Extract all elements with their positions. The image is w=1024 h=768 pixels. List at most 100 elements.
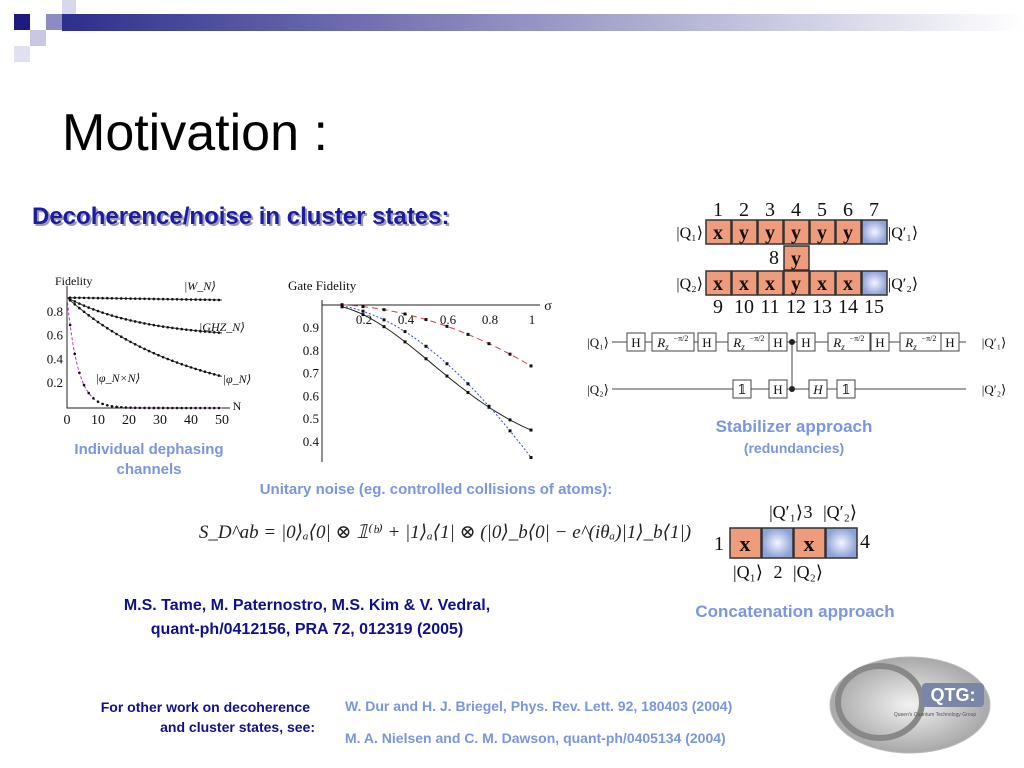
cluster-cell [783,245,810,271]
curve-dot [194,298,197,301]
cluster-cell [731,270,758,296]
curve [341,306,532,431]
curve-dot [208,371,211,375]
cluster-cell-label: y [817,222,827,244]
curve-dot [466,332,470,336]
qubit-label: |Q′₂⟩ [888,276,918,293]
axis-label: Fidelity [55,274,92,288]
deco-square [14,46,30,62]
curve-dot [101,402,104,406]
node-number: 1 [713,199,723,221]
subtitle-shadow: Decoherence/noise in cluster states: [34,205,452,232]
note: For other work on decoherence [101,699,310,715]
gate-label: Rz [656,335,669,352]
axis-label: Gate Fidelity [288,278,357,293]
caption: Unitary noise (eg. controlled collisions… [260,481,613,498]
curve-dot [382,308,386,312]
curve-dot [508,429,512,433]
curve-dot [203,370,207,374]
curve-dot [171,359,174,363]
reference: M.S. Tame, M. Paternostro, M.S. Kim & V.… [124,597,490,614]
node-number: 3 [765,199,775,221]
curve-dot [101,323,104,327]
node-number: 7 [869,199,879,221]
cluster-cell [731,219,758,245]
curve-dot [157,353,160,357]
qubit-label: |Q₁⟩ [587,335,609,350]
node-number: 5 [817,199,827,221]
curve-dot [166,357,170,361]
curve-dot [143,406,146,410]
gate [651,332,695,352]
qubit-label: |Q′₁⟩ [769,502,803,522]
cluster-cell [783,270,810,296]
curve-dot [189,298,193,301]
curve-dot [161,325,165,328]
curve-dot [138,345,142,348]
gate-label: H [773,335,782,350]
axis-label: σ [544,299,552,314]
y-tick-label: 0.4 [47,351,64,366]
curve-dot [87,391,90,395]
curve-dot [199,329,202,333]
x-tick-label: 20 [122,413,136,428]
reference: M. A. Nielsen and C. M. Dawson, quant-ph… [345,730,726,746]
curve-dot [106,404,109,407]
curve-dot [119,405,123,409]
curve-dot [157,297,160,301]
cluster-cell [809,219,836,245]
x-tick-label: 30 [153,413,167,428]
curve [66,297,222,409]
curve-dot [403,340,407,344]
curve-dot [466,382,470,386]
curve-dot [171,297,174,301]
curve-dot [166,325,170,329]
curve-dot [445,324,449,328]
curve-dot [106,326,109,330]
curve-dot [508,352,512,356]
curve-dot [110,314,114,317]
gate-label: H [812,382,823,397]
concat-cell [729,527,762,559]
x-tick-label: 0.4 [398,312,415,327]
cluster-cell-label: y [791,273,801,295]
curve-dot [175,406,179,410]
gate-label: z [912,342,917,352]
curve-dot [403,330,407,334]
curve-dot [152,351,156,355]
curve-dot [361,309,365,313]
reference: W. Dur and H. J. Briegel, Phys. Rev. Let… [345,698,732,714]
curve-dot [466,391,470,395]
qubit-label: |Q₂⟩ [793,562,823,582]
curve-dot [152,323,156,327]
gate-label: R [832,335,841,350]
curve-dot [217,298,221,302]
curve-dot [445,374,449,378]
cluster-cell-label: y [739,222,749,244]
curve-dot [203,298,207,302]
node-number: 10 [734,296,754,318]
gate-label: −π/2 [674,334,689,343]
node-number: 4 [791,199,801,221]
qubit-label: |Q₁⟩ [733,562,763,582]
node-number: 15 [864,296,884,318]
x-tick-label: 10 [91,413,105,428]
curve-label: |GHZ_N⟩ [199,320,245,334]
curve-dot [96,309,100,313]
curve-dot [133,297,137,300]
concat-cell [825,527,858,559]
cluster-cell [705,219,732,245]
curve-dot [212,330,216,334]
curve-dot [78,371,81,375]
curve-dot [340,304,344,308]
x-tick-label: 1 [529,312,536,327]
curve-dot [529,456,533,460]
curve-dot [133,406,137,410]
curve-dot [73,352,77,356]
y-tick-label: 0.2 [47,375,63,390]
curve [341,305,532,458]
curve-dot [161,355,165,359]
node-number: 2 [739,199,749,221]
curve-dot [171,326,174,330]
